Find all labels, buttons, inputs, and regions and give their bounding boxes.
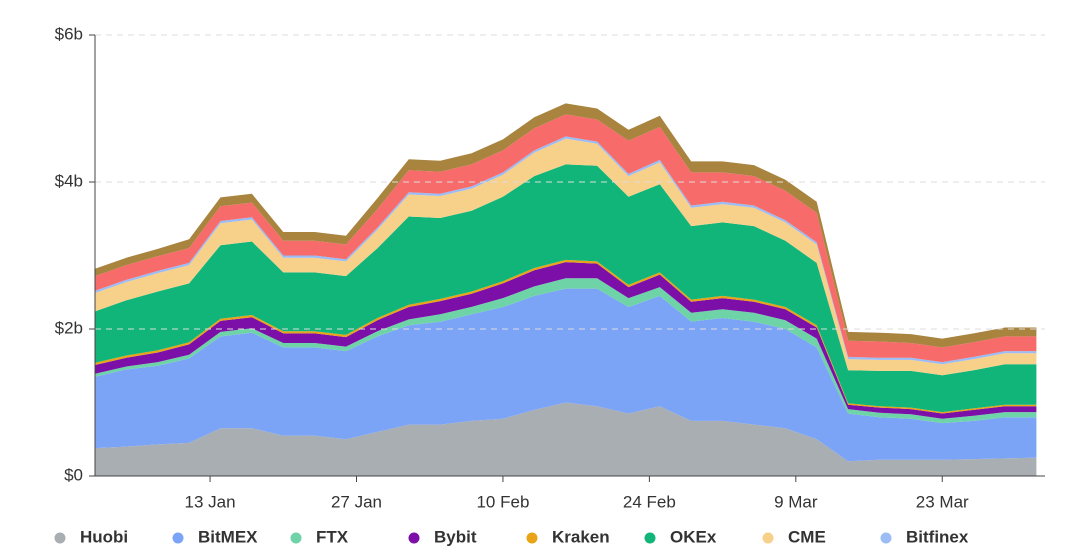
legend-marker xyxy=(54,532,66,544)
legend-label: Bybit xyxy=(434,527,477,546)
area xyxy=(95,164,1037,413)
legend-label: OKEx xyxy=(670,527,717,546)
area xyxy=(95,262,1037,419)
legend-marker xyxy=(172,532,184,544)
legend-label: CME xyxy=(788,527,826,546)
legend-label: Kraken xyxy=(552,527,610,546)
legend-marker xyxy=(526,532,538,544)
legend-marker xyxy=(408,532,420,544)
x-tick-label: 10 Feb xyxy=(476,492,529,511)
legend-label: FTX xyxy=(316,527,349,546)
legend-marker xyxy=(762,532,774,544)
x-tick-label: 27 Jan xyxy=(331,492,382,511)
areas xyxy=(95,103,1037,476)
x-tick-label: 13 Jan xyxy=(185,492,236,511)
legend: Huobi BitMEX FTX Bybit Kraken OKEx CME Bitfinex xyxy=(54,527,969,546)
legend-label: Huobi xyxy=(80,527,128,546)
area xyxy=(95,402,1037,476)
x-tick-label: 24 Feb xyxy=(623,492,676,511)
legend-marker xyxy=(644,532,656,544)
y-tick-label: $0 xyxy=(64,465,83,484)
x-tick-label: 9 Mar xyxy=(774,492,818,511)
y-tick-label: $4b xyxy=(55,171,83,190)
x-tick-label: 23 Mar xyxy=(916,492,969,511)
area xyxy=(95,288,1037,462)
legend-marker xyxy=(290,532,302,544)
y-tick-label: $2b xyxy=(55,318,83,337)
legend-label: BitMEX xyxy=(198,527,258,546)
y-tick-label: $6b xyxy=(55,24,83,43)
legend-label: Bitfinex xyxy=(906,527,969,546)
legend-marker xyxy=(880,532,892,544)
